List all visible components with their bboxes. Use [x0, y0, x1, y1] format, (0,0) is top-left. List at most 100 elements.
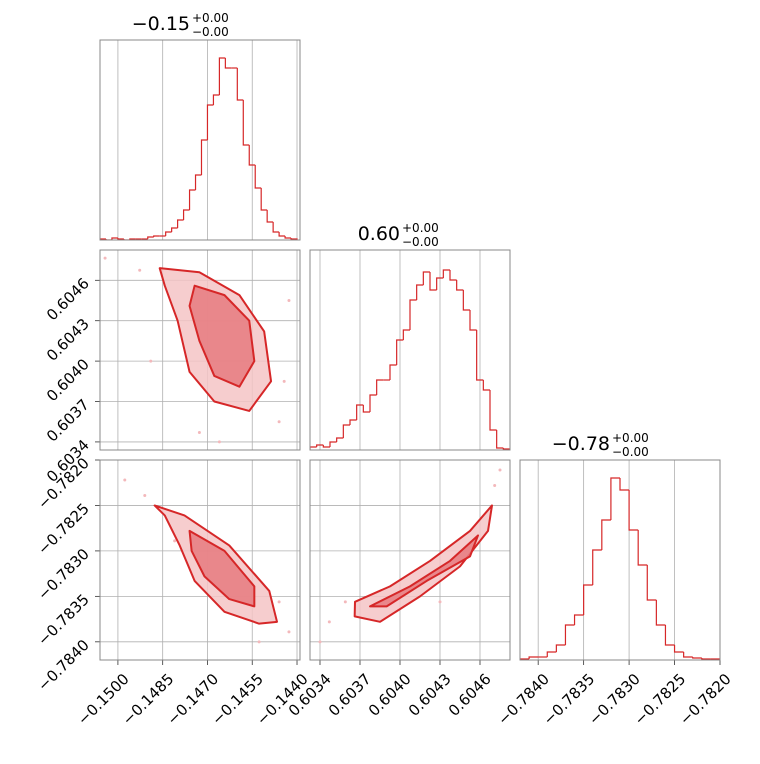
- y-tick-label: 0.6040: [43, 355, 93, 405]
- sample-point: [277, 420, 281, 424]
- histogram-step: [396, 339, 404, 365]
- histogram-step: [194, 174, 202, 190]
- histogram-step: [236, 68, 244, 101]
- panel-frame: [519, 459, 721, 661]
- panel: [520, 460, 720, 660]
- histogram-step: [212, 94, 220, 105]
- histogram-step: [389, 364, 397, 380]
- panel: [310, 250, 510, 450]
- histogram-step: [564, 624, 575, 645]
- histogram-step: [619, 478, 630, 491]
- histogram-step: [462, 290, 470, 311]
- sample-point: [257, 640, 261, 644]
- histogram-step: [329, 441, 337, 447]
- sample-point: [103, 256, 107, 260]
- histogram-step: [664, 625, 675, 646]
- histogram-step: [105, 239, 112, 240]
- panel-title: −0.78: [552, 433, 610, 455]
- histogram-step: [436, 277, 444, 290]
- contour: [369, 534, 479, 608]
- title-lower: −0.00: [192, 25, 229, 39]
- histogram-step: [402, 329, 410, 340]
- histogram-step: [310, 446, 317, 450]
- sample-point: [498, 468, 502, 472]
- contour: [188, 284, 256, 388]
- panel: [100, 40, 298, 240]
- histogram-step: [316, 444, 324, 447]
- histogram-step: [502, 448, 510, 450]
- panel: [100, 250, 300, 450]
- histogram-step: [153, 235, 160, 237]
- histogram-step: [429, 272, 437, 291]
- histogram-step: [356, 404, 364, 420]
- sample-point: [149, 359, 153, 363]
- x-tick-label: 0.6037: [325, 670, 375, 720]
- sample-point: [217, 440, 221, 444]
- histogram-step: [218, 57, 226, 95]
- histogram-step: [188, 189, 196, 210]
- histogram-step: [100, 238, 106, 240]
- histogram-step: [206, 104, 214, 140]
- histogram-step: [496, 430, 504, 449]
- histogram-step: [520, 658, 530, 660]
- sample-point: [327, 620, 331, 624]
- histogram-step: [177, 219, 184, 228]
- histogram-step: [469, 310, 477, 331]
- y-tick-label: 0.6037: [43, 396, 93, 446]
- sample-point: [143, 493, 147, 497]
- title-lower: −0.00: [612, 445, 649, 459]
- sample-point: [318, 640, 322, 644]
- contour: [353, 504, 493, 623]
- histogram-step: [376, 379, 384, 395]
- histogram-step: [416, 284, 424, 300]
- panel-title: 0.60: [358, 223, 400, 245]
- histogram-step: [528, 656, 539, 659]
- histogram-step: [336, 437, 344, 442]
- sample-point: [173, 539, 177, 543]
- histogram-step: [489, 390, 497, 431]
- histogram-step: [272, 222, 280, 233]
- y-tick-label: 0.6043: [43, 315, 93, 365]
- panel-frame: [99, 459, 301, 661]
- histogram-step: [449, 270, 457, 281]
- histogram-step: [278, 232, 286, 237]
- histogram-step: [123, 239, 130, 240]
- sample-point: [287, 630, 291, 634]
- title-lower: −0.00: [402, 235, 439, 249]
- sample-point: [138, 268, 142, 272]
- histogram-step: [171, 227, 178, 232]
- sample-point: [343, 600, 347, 604]
- histogram-step: [646, 565, 657, 601]
- histogram-step: [683, 652, 693, 658]
- histogram-step: [573, 614, 584, 625]
- histogram-step: [284, 236, 292, 239]
- histogram-step: [165, 231, 172, 236]
- histogram-step: [476, 330, 484, 381]
- histogram-step: [546, 651, 557, 657]
- contour: [188, 529, 256, 608]
- panel-frame: [309, 249, 511, 451]
- histogram-step: [254, 165, 262, 189]
- histogram-step: [260, 188, 268, 211]
- histogram-step: [482, 380, 490, 391]
- histogram-step: [111, 237, 118, 240]
- title-upper: +0.00: [612, 431, 649, 445]
- x-tick-label: 0.6046: [445, 670, 495, 720]
- title-upper: +0.00: [192, 11, 229, 25]
- histogram-step: [637, 530, 648, 566]
- histogram-step: [601, 519, 611, 550]
- y-tick-label: 0.6046: [43, 274, 93, 324]
- histogram-step: [248, 145, 256, 166]
- sample-point: [287, 299, 291, 303]
- histogram-step: [342, 424, 350, 438]
- histogram-step: [592, 549, 602, 585]
- histogram-step: [673, 645, 684, 653]
- histogram-step: [147, 236, 154, 239]
- sample-point: [438, 600, 442, 604]
- histogram-step: [442, 269, 450, 278]
- sample-point: [277, 600, 281, 604]
- histogram-step: [349, 419, 357, 425]
- histogram-step: [610, 477, 620, 520]
- histogram-step: [224, 58, 232, 69]
